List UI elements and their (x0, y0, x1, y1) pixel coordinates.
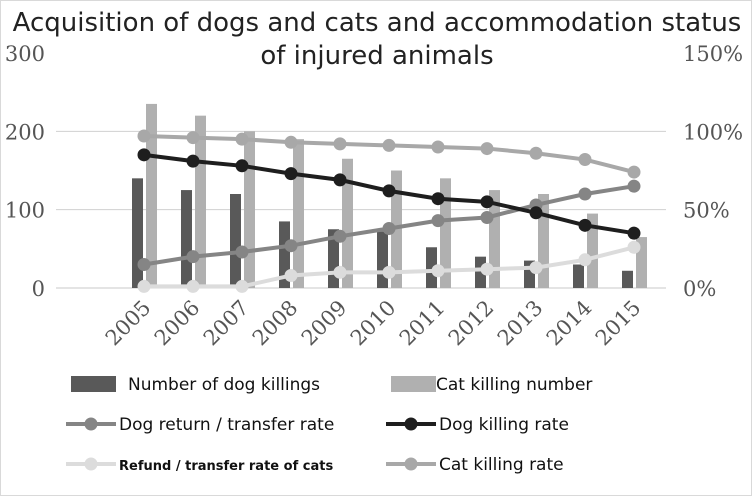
y-left-tick-label: 100 (5, 199, 45, 223)
legend-marker (84, 417, 98, 431)
cat-killing-rate-point (235, 132, 249, 146)
legend-swatch (71, 376, 116, 392)
x-tick-label: 2008 (248, 296, 303, 351)
dog-killing-rate-point (529, 206, 543, 220)
dog-killings-bar (181, 190, 192, 288)
dog-return-transfer-rate-point (333, 229, 347, 243)
y-right-tick-label: 50% (683, 199, 730, 223)
y-right-tick-label: 100% (683, 120, 743, 144)
y-left-tick-label: 200 (5, 120, 45, 144)
legend-swatch (391, 376, 436, 392)
y-left-tick-label: 300 (5, 42, 45, 66)
cat-killing-bar (195, 115, 206, 289)
legend-marker (404, 457, 418, 471)
dog-return-transfer-rate-point (382, 221, 396, 235)
legend-label: Number of dog killings (128, 375, 320, 395)
cat-killing-rate-point (431, 140, 445, 154)
refund-transfer-rate-of-cats-point (529, 261, 543, 275)
legend-label: Cat killing rate (439, 455, 564, 475)
dog-killing-rate-point (431, 192, 445, 206)
refund-transfer-rate-of-cats-point (235, 279, 249, 293)
dog-killings-bar (377, 231, 388, 288)
refund-transfer-rate-of-cats-point (578, 253, 592, 267)
cat-killing-bar (440, 178, 451, 288)
cat-killing-rate-point (333, 137, 347, 151)
cat-killing-bar (244, 131, 255, 288)
dog-killings-bar (622, 270, 633, 288)
dog-killings-bar (230, 194, 241, 288)
dog-killings-bar (524, 260, 535, 288)
y-left-tick-label: 0 (32, 277, 45, 301)
legend-label: Refund / transfer rate of cats (119, 459, 333, 474)
legend-label: Dog killing rate (439, 415, 569, 435)
cat-killing-bar (587, 213, 598, 288)
cat-killing-bar (342, 158, 353, 288)
refund-transfer-rate-of-cats-point (333, 265, 347, 279)
cat-killing-rate-point (284, 135, 298, 149)
cat-killing-bar (489, 190, 500, 288)
dog-killing-rate-point (137, 148, 151, 162)
cat-killing-rate-point (382, 138, 396, 152)
dog-killing-rate-point (627, 226, 641, 240)
dog-killing-rate-point (235, 159, 249, 173)
refund-transfer-rate-of-cats-point (137, 279, 151, 293)
x-tick-label: 2006 (150, 296, 205, 351)
cat-killing-rate-point (627, 165, 641, 179)
x-tick-label: 2010 (346, 296, 401, 351)
x-tick-label: 2014 (542, 296, 597, 351)
dog-killings-bar (328, 229, 339, 288)
dog-killings-bar (475, 256, 486, 288)
dog-killings-bar (279, 221, 290, 288)
cat-killing-rate-point (480, 142, 494, 156)
dog-killings-bar (132, 178, 143, 288)
dog-killing-rate-point (333, 173, 347, 187)
legend-label: Cat killing number (436, 375, 592, 395)
dog-killing-rate-point (186, 154, 200, 168)
legend-marker (84, 457, 98, 471)
refund-transfer-rate-of-cats-point (480, 262, 494, 276)
dog-killing-rate-point (284, 167, 298, 181)
dog-return-transfer-rate-point (431, 214, 445, 228)
y-right-tick-label: 150% (683, 42, 743, 66)
x-tick-label: 2015 (591, 296, 646, 351)
dog-return-transfer-rate-point (578, 187, 592, 201)
cat-killing-bar (538, 194, 549, 288)
x-tick-label: 2011 (395, 296, 450, 351)
refund-transfer-rate-of-cats-point (382, 265, 396, 279)
dog-killings-bar (426, 247, 437, 288)
dog-killing-rate-point (382, 184, 396, 198)
cat-killing-bar (146, 103, 157, 289)
cat-killing-rate-point (137, 129, 151, 143)
dog-return-transfer-rate-point (480, 211, 494, 224)
cat-killing-rate-point (529, 146, 543, 160)
cat-killing-rate-point (186, 131, 200, 145)
x-tick-label: 2009 (297, 296, 352, 351)
dog-return-transfer-rate-point (186, 250, 200, 264)
dog-return-transfer-rate-point (627, 179, 641, 193)
refund-transfer-rate-of-cats-point (284, 268, 298, 282)
y-right-tick-label: 0% (683, 277, 716, 301)
cat-killing-rate-point (578, 153, 592, 167)
cat-killing-bar (636, 237, 647, 288)
dog-killing-rate-point (578, 218, 592, 232)
x-tick-label: 2012 (444, 296, 499, 351)
x-tick-label: 2005 (101, 296, 156, 351)
dog-return-transfer-rate-point (235, 245, 249, 259)
legend-marker (404, 417, 418, 431)
refund-transfer-rate-of-cats-point (186, 279, 200, 293)
refund-transfer-rate-of-cats-point (627, 240, 641, 254)
refund-transfer-rate-of-cats-point (431, 264, 445, 278)
x-tick-label: 2007 (199, 296, 254, 351)
dog-killing-rate-point (480, 195, 494, 209)
x-tick-label: 2013 (493, 296, 548, 351)
legend-label: Dog return / transfer rate (119, 415, 334, 435)
dog-return-transfer-rate-point (137, 258, 151, 271)
dog-killings-bar (573, 264, 584, 288)
dog-return-transfer-rate-point (284, 239, 298, 253)
cat-killing-bar (293, 139, 304, 288)
chart-title: Acquisition of dogs and cats and accommo… (12, 8, 742, 71)
